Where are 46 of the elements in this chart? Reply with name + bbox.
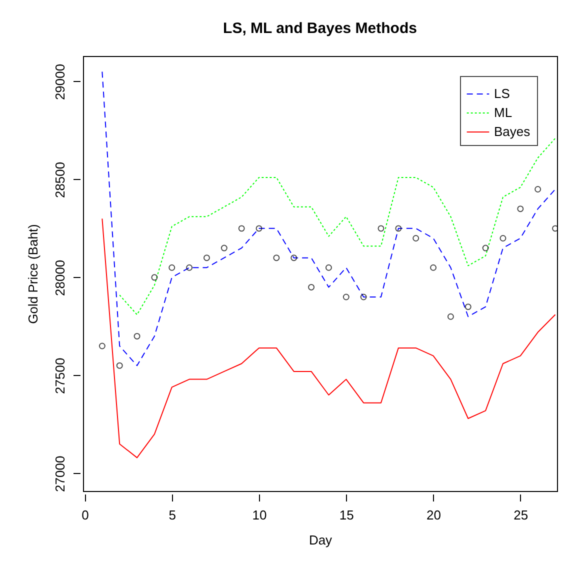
- y-tick-label: 29000: [52, 64, 68, 100]
- point: [412, 234, 420, 242]
- legend-label: LS: [494, 86, 510, 101]
- point: [186, 264, 193, 271]
- point: [342, 294, 350, 300]
- point: [203, 254, 210, 262]
- y-tick-label: 28000: [52, 260, 68, 296]
- x-tick-label: 25: [514, 508, 528, 522]
- point: [134, 332, 140, 340]
- point: [290, 254, 298, 262]
- x-tick-label: 15: [339, 508, 354, 522]
- y-tick-label: 27000: [52, 456, 68, 492]
- point: [325, 264, 332, 271]
- x-tick-label: 10: [252, 508, 267, 522]
- chart-title: LS, ML and Bayes Methods: [223, 20, 417, 37]
- y-tick-label: 27500: [52, 358, 68, 394]
- point: [220, 244, 228, 252]
- point: [464, 304, 472, 310]
- x-tick-label: 20: [426, 508, 442, 522]
- point: [116, 362, 123, 369]
- point: [517, 206, 524, 212]
- point: [256, 225, 262, 232]
- point: [308, 284, 315, 290]
- line-series: [102, 218, 556, 458]
- y-tick-label: 28500: [52, 162, 68, 198]
- line-series: [119, 138, 556, 316]
- point: [238, 225, 245, 232]
- point: [500, 234, 506, 242]
- y-axis-title: Gold Price (Baht): [26, 224, 40, 324]
- point: [360, 294, 367, 300]
- point: [482, 244, 489, 252]
- point: [151, 274, 158, 281]
- legend-label: Bayes: [494, 124, 531, 139]
- point: [534, 186, 542, 192]
- point: [395, 225, 402, 232]
- point: [430, 264, 437, 271]
- x-axis-title: Day: [308, 532, 333, 548]
- x-tick-label: 5: [168, 508, 176, 522]
- x-tick-label: 0: [82, 508, 89, 522]
- point: [98, 342, 106, 350]
- point: [168, 264, 176, 271]
- point: [273, 254, 280, 262]
- line-series: [102, 71, 556, 366]
- point: [378, 225, 384, 232]
- point: [447, 313, 454, 320]
- legend-label: ML: [494, 105, 512, 120]
